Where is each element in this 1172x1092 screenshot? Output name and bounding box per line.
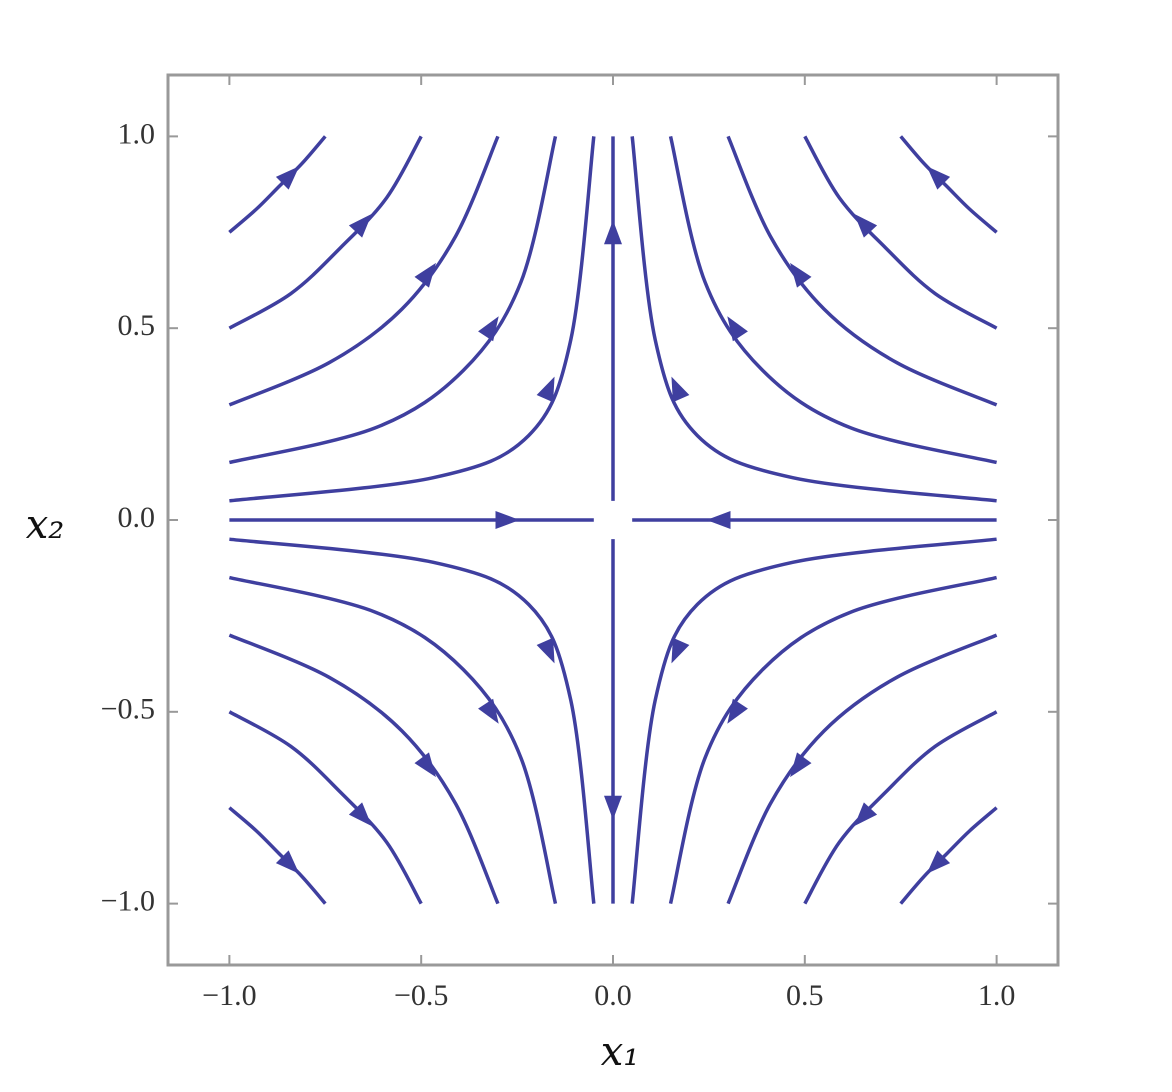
arrow-head — [536, 637, 555, 664]
streamline — [899, 135, 998, 234]
streamline — [229, 537, 596, 904]
arrow-head — [727, 698, 748, 724]
y-tick-label: 0.0 — [118, 501, 156, 534]
streamline — [726, 633, 998, 905]
streamline — [803, 135, 998, 330]
streamline — [228, 135, 558, 465]
arrow-head — [926, 850, 951, 874]
x-tick-label: −0.5 — [394, 979, 448, 1012]
arrow-head — [854, 802, 878, 827]
x-tick-label: −1.0 — [202, 979, 256, 1012]
arrow-head — [790, 752, 812, 778]
streamline — [228, 710, 423, 905]
y-tick-label: −1.0 — [101, 885, 155, 918]
y-axis-title: x₂ — [26, 502, 65, 548]
streamline — [668, 575, 998, 905]
arrow-head — [275, 850, 300, 874]
arrow-head — [348, 213, 372, 238]
arrow-head — [671, 637, 690, 664]
arrow-head — [671, 376, 690, 403]
arrow-head — [478, 698, 499, 724]
streamline — [899, 806, 998, 905]
x-tick-label: 0.0 — [594, 979, 632, 1012]
streamline — [228, 633, 500, 905]
arrow-head — [275, 166, 300, 190]
streamline — [228, 806, 327, 905]
arrow-head — [604, 220, 622, 245]
x-tick-label: 1.0 — [978, 979, 1016, 1012]
x-axis-title: x₁ — [601, 1029, 640, 1075]
streamline — [726, 135, 998, 407]
x-tick-label: 0.5 — [786, 979, 824, 1012]
y-tick-label: −0.5 — [101, 693, 155, 726]
arrow-head — [706, 511, 731, 529]
streamline — [228, 575, 558, 905]
arrow-head — [727, 316, 748, 342]
streamline — [228, 135, 327, 234]
arrow-head — [495, 511, 520, 529]
streamline — [630, 537, 997, 904]
arrow-head — [926, 166, 951, 190]
arrow-head — [604, 795, 622, 820]
streamline — [803, 710, 998, 905]
arrow-head — [854, 213, 878, 238]
streamline — [668, 135, 998, 465]
streamline — [630, 136, 997, 503]
arrow-head — [414, 752, 436, 778]
streamline — [228, 135, 500, 407]
streamline — [229, 136, 596, 503]
arrow-head — [478, 316, 499, 342]
arrow-head — [414, 262, 436, 288]
streamline — [228, 135, 423, 330]
arrow-head — [348, 802, 372, 827]
y-tick-label: 1.0 — [118, 117, 156, 150]
arrow-head — [536, 376, 555, 403]
y-tick-label: 0.5 — [118, 309, 156, 342]
arrow-head — [790, 262, 812, 288]
